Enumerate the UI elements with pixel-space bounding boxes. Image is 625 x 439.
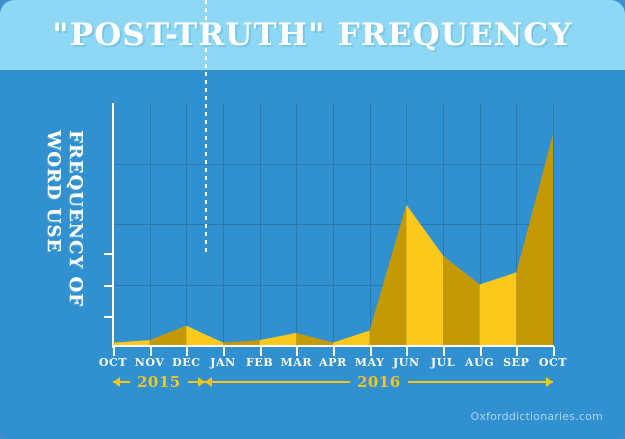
x-axis-tick-label: SEP	[503, 356, 530, 369]
area-segment	[186, 325, 223, 345]
y-axis-tick	[104, 285, 114, 287]
y-axis-label: FREQUENCY OF WORD USE	[43, 130, 112, 330]
x-axis-tick-label: MAR	[280, 356, 313, 369]
area-segment	[149, 325, 187, 345]
area-segment	[516, 134, 553, 345]
year-bracket-arrow-right-icon	[197, 377, 205, 387]
y-axis-tick	[104, 253, 114, 255]
year-bracket: 2015	[113, 372, 205, 392]
area-segment	[443, 255, 480, 345]
y-axis-line	[112, 103, 114, 348]
x-axis-line	[112, 345, 554, 347]
x-axis-tick-label: APR	[319, 356, 347, 369]
grid-line-vertical	[553, 103, 554, 345]
x-axis-tick-label: AUG	[464, 356, 495, 369]
header-bar: "POST-TRUTH" FREQUENCY	[0, 0, 625, 70]
x-axis-tick-label: NOV	[134, 356, 165, 369]
x-axis-tick	[186, 347, 189, 356]
x-axis-tick	[296, 347, 299, 356]
x-axis-tick-label: FEB	[246, 356, 274, 369]
grid-line-horizontal	[113, 164, 553, 165]
x-axis-tick	[259, 347, 262, 356]
year-bracket-arrow-right-icon	[545, 377, 553, 387]
area-segment	[333, 330, 370, 345]
grid-line-horizontal	[113, 224, 553, 225]
x-axis-tick	[223, 347, 225, 356]
year-bracket-arrow-left-icon	[113, 377, 120, 387]
x-axis-tick-label: JUN	[393, 356, 420, 369]
year-bracket-label: 2015	[129, 372, 188, 392]
page-title: "POST-TRUTH" FREQUENCY	[52, 17, 573, 53]
x-axis-tick	[113, 347, 115, 356]
x-axis-tick	[333, 347, 335, 356]
x-axis-tick-label: JAN	[210, 356, 236, 369]
grid-line-horizontal	[113, 285, 553, 286]
x-axis-tick	[149, 347, 152, 356]
y-axis-label-line-1: FREQUENCY OF	[65, 130, 86, 307]
x-axis-tick-label: OCT	[98, 356, 128, 369]
area-segment	[259, 332, 297, 345]
area-segment	[406, 204, 443, 345]
area-series	[113, 134, 553, 345]
x-axis-tick-label: MAY	[354, 356, 385, 369]
chart-plot-area	[113, 103, 554, 345]
x-axis-tick	[479, 347, 482, 356]
year-bracket-arrow-left-icon	[204, 377, 212, 387]
year-bracket: 2016	[204, 372, 553, 392]
x-axis-tick	[516, 347, 519, 356]
area-segment	[479, 272, 517, 345]
area-segment	[113, 340, 150, 345]
year-bracket-label: 2016	[349, 372, 408, 392]
y-axis-label-line-2: WORD USE	[43, 130, 64, 254]
area-segment	[223, 340, 260, 345]
area-segment	[296, 332, 333, 345]
x-axis-tick-label: DEC	[172, 356, 201, 369]
year-divider-line	[204, 0, 207, 255]
x-axis-tick	[369, 347, 372, 356]
x-axis-tick-label: OCT	[538, 356, 568, 369]
x-axis-tick	[443, 347, 445, 356]
y-axis-tick	[104, 316, 114, 318]
x-axis-tick	[406, 347, 409, 356]
x-axis-tick-label: JUL	[430, 356, 456, 369]
x-axis-tick	[553, 347, 555, 356]
area-segment	[369, 204, 407, 345]
source-credit: Oxforddictionaries.com	[470, 410, 603, 423]
